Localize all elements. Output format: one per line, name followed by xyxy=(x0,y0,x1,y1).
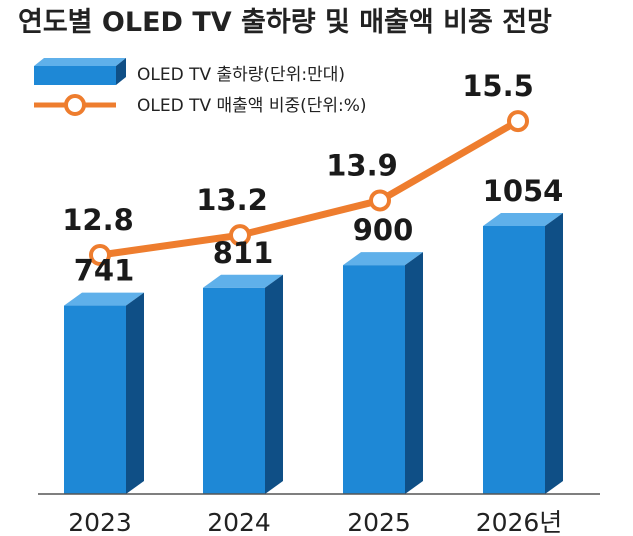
value-labels: 741 811 900 1054 12.8 13.2 13.9 15.5 xyxy=(62,69,563,288)
share-value-label: 12.8 xyxy=(62,203,134,237)
bar-2023 xyxy=(64,292,144,494)
chart-title: 연도별 OLED TV 출하량 및 매출액 비중 전망 xyxy=(18,7,552,38)
legend-line-swatch xyxy=(34,94,116,116)
bar-value-label: 741 xyxy=(74,254,135,288)
x-tick-label: 2025 xyxy=(347,508,411,536)
bar-side-face xyxy=(545,213,563,494)
legend-bar-swatch xyxy=(34,58,126,85)
bar-value-label: 1054 xyxy=(483,174,564,208)
share-point-marker xyxy=(369,189,391,212)
bar-top-face xyxy=(203,274,283,288)
legend-bar-label: OLED TV 출하량(단위:만대) xyxy=(137,65,345,85)
bar-front-face xyxy=(64,305,126,494)
x-axis-ticks: 2023 2024 2025 2026년 xyxy=(68,508,562,536)
x-tick-label: 2024 xyxy=(207,508,271,536)
share-value-label: 15.5 xyxy=(462,69,534,103)
share-value-label: 13.2 xyxy=(196,183,268,217)
bar-front-face xyxy=(343,265,405,494)
legend: OLED TV 출하량(단위:만대) OLED TV 매출액 비중(단위:%) xyxy=(34,58,367,116)
x-tick-label: 2023 xyxy=(68,508,132,536)
bar-value-label: 811 xyxy=(213,236,274,270)
share-point-marker xyxy=(89,244,111,266)
bar-2026년 xyxy=(483,213,563,494)
share-point-marker xyxy=(507,110,529,133)
bar-value-label: 900 xyxy=(353,213,414,247)
bar-top-face xyxy=(64,292,144,306)
bars xyxy=(64,213,563,494)
share-line xyxy=(89,110,529,266)
bar-side-face xyxy=(126,292,144,494)
bar-top-face xyxy=(483,213,563,226)
bar-side-face xyxy=(405,252,423,494)
bar-2024 xyxy=(203,274,283,494)
bar-top-face xyxy=(343,252,423,266)
x-tick-label: 2026년 xyxy=(476,508,563,536)
share-point-marker xyxy=(229,224,251,247)
bar-front-face xyxy=(203,287,265,494)
bar-2025 xyxy=(343,252,423,494)
legend-line-label: OLED TV 매출액 비중(단위:%) xyxy=(137,96,367,116)
share-value-label: 13.9 xyxy=(326,148,398,182)
bar-side-face xyxy=(265,274,283,494)
share-line-path xyxy=(99,118,520,259)
bar-front-face xyxy=(483,226,545,494)
